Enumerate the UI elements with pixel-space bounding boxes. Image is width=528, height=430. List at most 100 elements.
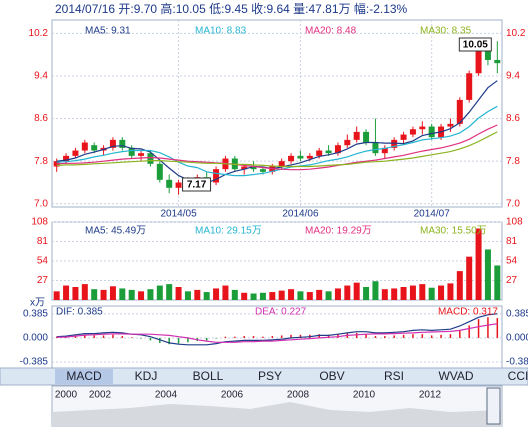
candle-body — [409, 129, 416, 135]
legend-entry: MA5: 45.49万 — [85, 226, 146, 237]
candle-body — [109, 139, 116, 148]
navigator-year: 2000 — [55, 390, 78, 401]
candle-body — [241, 166, 248, 170]
candle-body — [213, 169, 220, 183]
candle-body — [484, 49, 491, 60]
y-tick-label: -0.385 — [20, 357, 49, 368]
volume-bar — [109, 286, 116, 300]
candle-body — [400, 134, 407, 140]
volume-bar — [372, 281, 379, 300]
volume-bar — [456, 271, 463, 300]
navigator-year: 2012 — [419, 390, 442, 401]
tab-label[interactable]: RSI — [384, 369, 404, 383]
volume-bar — [438, 285, 445, 300]
volume-bar — [494, 265, 501, 300]
ma-line — [56, 131, 498, 168]
navigator-handle[interactable] — [486, 387, 501, 425]
candle-body — [278, 161, 285, 167]
y-tick-label: 81 — [37, 236, 49, 247]
legend-entry: MA30: 8.35 — [420, 26, 472, 37]
legend-entry: DIF: 0.385 — [56, 307, 103, 318]
candle-body — [306, 155, 313, 159]
candle-body — [156, 163, 163, 180]
candle-body — [344, 139, 351, 146]
y-tick-label-right: 7.8 — [506, 156, 520, 167]
volume-bar — [175, 287, 182, 300]
y-tick-label: 7.8 — [34, 156, 48, 167]
y-tick-label-right: 108 — [506, 217, 523, 228]
volume-bar — [475, 228, 482, 300]
ma-line — [56, 124, 498, 171]
macd-line — [56, 323, 498, 343]
volume-bar — [63, 285, 70, 300]
volume-bar — [363, 287, 370, 300]
y-tick-label-right: 81 — [506, 236, 518, 247]
volume-bar — [381, 289, 388, 300]
volume-bar — [278, 290, 285, 300]
volume-bar — [119, 288, 126, 300]
volume-bar — [466, 256, 473, 300]
x-tick-label: 2014/07 — [414, 209, 451, 220]
volume-bar — [250, 293, 257, 300]
unit-label: x万 — [30, 298, 45, 309]
legend-entry: MACD: 0.317 — [438, 307, 498, 318]
candle-body — [325, 150, 332, 154]
candle-body — [166, 179, 173, 188]
tab-label[interactable]: KDJ — [135, 369, 158, 383]
y-tick-label-right: -0.385 — [506, 357, 528, 368]
navigator-year: 2006 — [221, 390, 244, 401]
tab-label[interactable]: CCI — [508, 369, 528, 383]
volume-bar — [72, 287, 79, 300]
candle-body — [175, 182, 182, 188]
tab-label[interactable]: WVAD — [438, 369, 473, 383]
legend-entry: MA10: 29.15万 — [195, 226, 262, 237]
y-tick-label-right: 10.2 — [506, 28, 526, 39]
candle-body — [494, 59, 501, 64]
navigator-year: 2010 — [353, 390, 376, 401]
candle-body — [363, 131, 370, 143]
tab-label[interactable]: MACD — [66, 369, 102, 383]
candle-body — [53, 161, 60, 167]
y-tick-label-right: 9.4 — [506, 71, 520, 82]
volume-bar — [325, 291, 332, 300]
tab-label[interactable]: PSY — [258, 369, 282, 383]
candle-body — [466, 73, 473, 100]
tab-label[interactable]: OBV — [319, 369, 344, 383]
candle-body — [334, 145, 341, 154]
price-frame — [51, 19, 503, 208]
annotation-box — [182, 177, 212, 192]
y-tick-label: 8.6 — [34, 113, 48, 124]
candle-body — [447, 123, 454, 127]
annotation-box — [458, 37, 492, 52]
legend-entry: MA30: 15.50万 — [420, 226, 487, 237]
volume-bar — [288, 289, 295, 300]
volume-bar — [128, 289, 135, 300]
navigator-year: 2008 — [287, 390, 310, 401]
candle-body — [428, 126, 435, 138]
y-tick-label: 0.385 — [23, 308, 48, 319]
y-tick-label-right: 7.0 — [506, 198, 520, 209]
y-tick-label-right: 54 — [506, 256, 518, 267]
y-tick-label: 7.0 — [34, 198, 48, 209]
tab[interactable] — [55, 369, 113, 384]
candle-body — [250, 166, 257, 170]
y-tick-label-right: 0.000 — [506, 333, 528, 344]
ma-line — [56, 80, 498, 184]
candle-body — [372, 142, 379, 154]
tab-label[interactable]: BOLL — [193, 369, 224, 383]
volume-bar — [391, 288, 398, 300]
volume-bar — [91, 289, 98, 300]
volume-bar — [194, 289, 201, 300]
y-tick-label-right: 0.385 — [506, 308, 528, 319]
candle-body — [353, 131, 360, 140]
x-tick-label: 2014/05 — [160, 209, 197, 220]
x-tick-label: 2014/06 — [282, 209, 319, 220]
volume-bar — [409, 285, 416, 300]
volume-bar — [428, 287, 435, 300]
legend-entry: MA20: 19.29万 — [305, 226, 372, 237]
header-info: 2014/07/16 开:9.70 高:10.05 低:9.45 收:9.64 … — [55, 1, 408, 16]
annotation: 7.17 — [187, 180, 207, 191]
plot: 7.0 7.0 7.8 7.8 8.6 8.6 9.4 9.4 10.2 10.2 2014/05 2… — [20, 20, 528, 401]
candle-body — [456, 99, 463, 124]
volume-bar — [184, 291, 191, 300]
